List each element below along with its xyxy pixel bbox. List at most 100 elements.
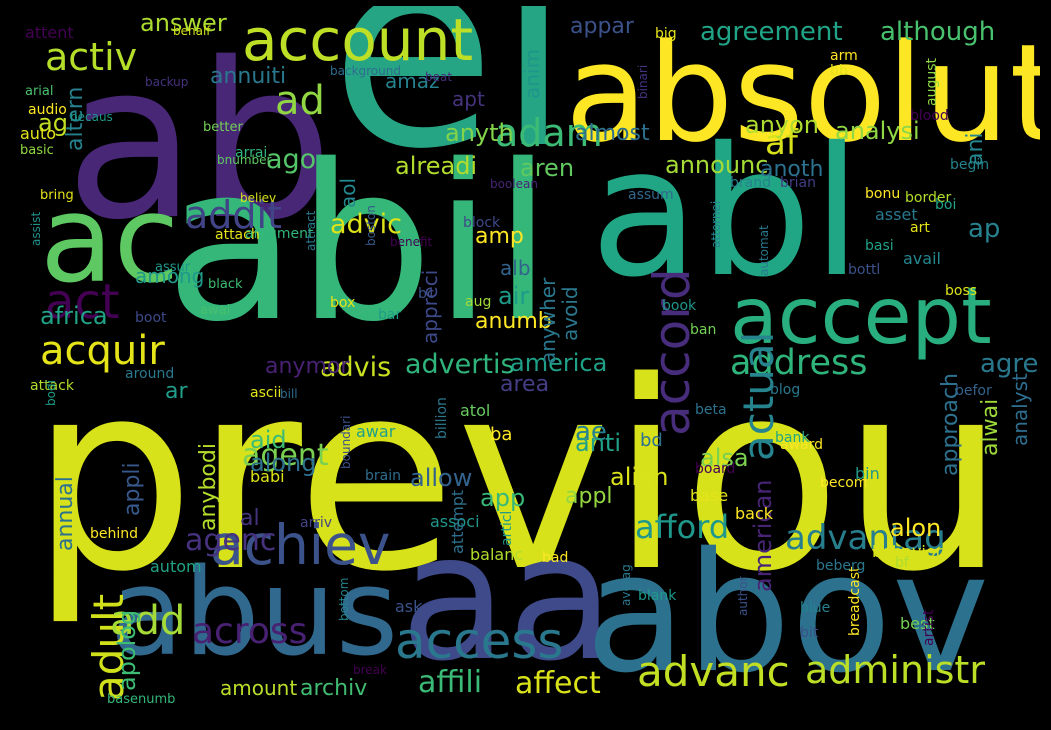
cloud-word: assum — [628, 187, 674, 203]
cloud-word: blank — [638, 588, 677, 604]
cloud-word: area — [500, 372, 550, 397]
cloud-word: break — [353, 663, 387, 677]
cloud-word: along — [250, 449, 317, 477]
cloud-word: black — [208, 277, 243, 292]
cloud-word: ar — [165, 379, 188, 404]
cloud-word: basic — [20, 143, 54, 158]
cloud-word: ascii — [250, 385, 282, 401]
cloud-word: bad — [542, 550, 569, 566]
cloud-word: administr — [805, 648, 985, 692]
cloud-word: avail — [903, 249, 941, 268]
cloud-word: bill — [280, 387, 298, 401]
cloud-word: articl — [499, 510, 515, 546]
cloud-word: billion — [434, 397, 450, 439]
cloud-word: addit — [185, 193, 282, 237]
cloud-word: abil — [165, 118, 553, 369]
cloud-word: air — [498, 282, 530, 310]
cloud-word: brand — [730, 175, 771, 191]
cloud-word: advertis — [405, 349, 515, 380]
cloud-word: bottl — [848, 262, 881, 278]
cloud-word: aid — [250, 426, 287, 454]
cloud-word: annual — [53, 476, 78, 551]
cloud-word: apt — [452, 87, 485, 111]
cloud-word: becom — [820, 475, 868, 491]
cloud-word: amount — [220, 676, 298, 700]
cloud-word: act — [45, 274, 120, 330]
cloud-word: absolut — [565, 15, 1040, 172]
cloud-word: bb — [830, 63, 848, 79]
cloud-word: becaus — [70, 110, 113, 124]
cloud-word: auto — [20, 124, 57, 143]
cloud-word: although — [880, 17, 996, 47]
cloud-word: anoth — [760, 157, 824, 182]
cloud-word: ab — [65, 16, 334, 267]
cloud-word: around — [125, 366, 175, 382]
word-cloud: previou el ab absolut abl abil aa abov abus ac acc… — [10, 6, 1040, 706]
cloud-word: artist — [921, 609, 937, 647]
cloud-word: bring — [40, 188, 74, 203]
cloud-word: boi — [935, 197, 957, 213]
cloud-word: brain — [365, 468, 401, 484]
cloud-word: af — [765, 123, 798, 163]
cloud-word: aa — [400, 497, 615, 700]
cloud-word: agent — [242, 438, 329, 473]
cloud-word: atol — [460, 401, 491, 420]
cloud-word: abov — [585, 517, 990, 706]
cloud-word: abl — [590, 109, 862, 316]
cloud-word: ap — [968, 214, 1001, 244]
cloud-word: balanc — [470, 545, 524, 564]
cloud-word: art — [910, 220, 930, 236]
cloud-word: award — [780, 437, 824, 453]
cloud-word: border — [905, 190, 952, 206]
cloud-word: appar — [570, 14, 634, 39]
cloud-word: associ — [430, 512, 480, 531]
cloud-word: arial — [25, 84, 54, 99]
cloud-word: announc — [665, 151, 769, 179]
cloud-word: africa — [40, 302, 108, 330]
cloud-word: ag — [38, 109, 68, 137]
cloud-word: anim — [520, 49, 544, 99]
cloud-word: analyst — [1008, 373, 1032, 446]
cloud-word: big — [655, 26, 677, 42]
cloud-word: benefit — [390, 235, 433, 249]
cloud-word: advantag — [785, 518, 946, 558]
cloud-word: bonu — [865, 186, 901, 202]
cloud-word: alb — [500, 256, 531, 280]
cloud-word: beberg — [816, 558, 866, 574]
cloud-word: anumb — [475, 309, 552, 334]
cloud-word: arm — [830, 48, 858, 64]
cloud-word: across — [192, 611, 308, 652]
cloud-word: asset — [875, 205, 918, 224]
cloud-word: almost — [575, 121, 650, 146]
cloud-word: believ — [240, 191, 277, 205]
cloud-word: basi — [865, 238, 894, 254]
cloud-word: boundari — [339, 415, 353, 469]
cloud-word: agre — [980, 349, 1039, 379]
cloud-word: ban — [690, 322, 717, 338]
cloud-word: anymor — [265, 354, 350, 379]
cloud-word: alon — [890, 514, 942, 542]
cloud-word: assur — [155, 260, 191, 275]
cloud-word: among — [135, 264, 205, 288]
cloud-word: activ — [45, 35, 138, 79]
cloud-word: befor — [955, 383, 992, 399]
cloud-word: attach — [215, 227, 260, 243]
cloud-word: basenumb — [107, 692, 176, 706]
cloud-word: awai — [200, 303, 231, 318]
cloud-word: behavior — [872, 542, 943, 561]
cloud-word: bit — [800, 625, 819, 641]
cloud-word: al — [240, 506, 260, 531]
cloud-word: author — [736, 576, 750, 616]
cloud-word: averag — [619, 564, 633, 606]
cloud-word: behalf — [173, 24, 211, 38]
cloud-word: bank — [775, 430, 810, 446]
cloud-word: ad — [275, 78, 325, 124]
cloud-word: annuiti — [210, 64, 287, 89]
cloud-word: bc — [418, 286, 435, 302]
cloud-word: appl — [565, 484, 613, 509]
cloud-word: attack — [30, 378, 74, 394]
cloud-word: bf — [895, 555, 909, 571]
cloud-word: breadcast — [847, 566, 863, 636]
cloud-word: archiv — [300, 676, 368, 701]
cloud-word: amp — [475, 224, 524, 249]
